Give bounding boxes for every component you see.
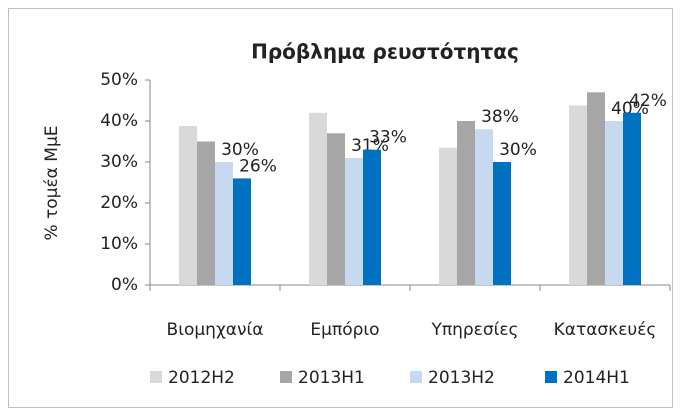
bar bbox=[197, 141, 215, 285]
bar bbox=[233, 178, 251, 285]
y-tick-label: 20% bbox=[100, 193, 138, 213]
legend-label: 2013H2 bbox=[428, 368, 495, 388]
legend-swatch bbox=[410, 371, 422, 383]
legend-swatch bbox=[150, 371, 162, 383]
bar bbox=[439, 147, 457, 285]
data-label: 30% bbox=[221, 140, 259, 160]
legend-label: 2013H1 bbox=[298, 368, 365, 388]
bar bbox=[345, 157, 363, 285]
x-tick-label: Κατασκευές bbox=[554, 320, 657, 340]
bar bbox=[605, 121, 623, 285]
chart-title: Πρόβλημα ρευστότητας bbox=[251, 40, 519, 64]
x-tick-label: Βιομηχανία bbox=[167, 320, 264, 340]
x-tick-label: Εμπόριο bbox=[310, 320, 379, 340]
bar bbox=[215, 162, 233, 285]
bar bbox=[587, 92, 605, 285]
y-tick-label: 50% bbox=[100, 70, 138, 90]
legend-swatch bbox=[280, 371, 292, 383]
data-label: 42% bbox=[629, 91, 667, 111]
bar bbox=[623, 112, 641, 285]
bar bbox=[457, 121, 475, 285]
y-axis-label: % τομέα ΜμΕ bbox=[42, 125, 62, 240]
x-tick-label: Υπηρεσίες bbox=[430, 320, 518, 340]
bar bbox=[179, 125, 197, 285]
bar bbox=[475, 129, 493, 285]
legend-label: 2012H2 bbox=[168, 368, 235, 388]
y-tick-label: 40% bbox=[100, 111, 138, 131]
data-label: 26% bbox=[239, 156, 277, 176]
y-tick-label: 10% bbox=[100, 234, 138, 254]
bar bbox=[493, 162, 511, 285]
y-tick-label: 0% bbox=[111, 275, 138, 295]
data-label: 33% bbox=[369, 128, 407, 148]
bar bbox=[363, 149, 381, 285]
y-tick-label: 30% bbox=[100, 152, 138, 172]
legend-swatch bbox=[545, 371, 557, 383]
legend-label: 2014H1 bbox=[563, 368, 630, 388]
bar bbox=[569, 105, 587, 285]
bar bbox=[309, 112, 327, 285]
data-label: 38% bbox=[481, 107, 519, 127]
bar bbox=[327, 133, 345, 285]
data-label: 30% bbox=[499, 140, 537, 160]
